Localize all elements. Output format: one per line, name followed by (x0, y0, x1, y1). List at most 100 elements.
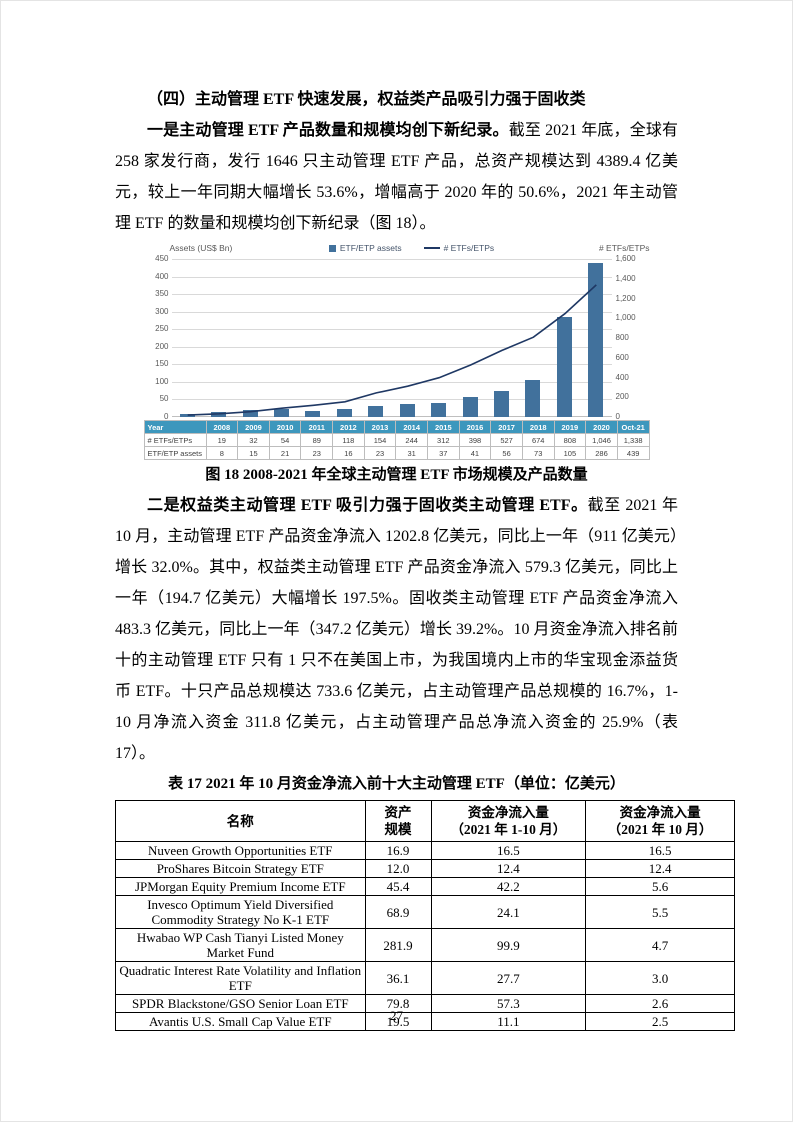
year-cell: 2016 (458, 420, 492, 434)
bar-2016 (431, 402, 447, 417)
year-cell: 2019 (553, 420, 587, 434)
bar-slot (266, 259, 297, 417)
left-axis-title: Assets (US$ Bn) (169, 243, 233, 253)
series-value-cell: 105 (553, 446, 587, 460)
text-segment: 一是主动管理 ETF 产品数量和规模均创下新纪录。 (147, 122, 509, 139)
series-value-cell: 37 (426, 446, 460, 460)
chart-table-row: ETF/ETP assets 8 15 21 23 16 23 31 37 41 56 73 105 28… (143, 446, 650, 460)
value-cell: 27.7 (430, 961, 587, 995)
bar-series (172, 259, 612, 417)
header-cell: 资金净流入量 （2021 年 1-10 月） (430, 800, 587, 842)
bar-2013 (336, 408, 352, 417)
value-cell: 16.5 (430, 841, 587, 860)
bar-2020 (556, 316, 572, 417)
table-caption: 表 17 2021 年 10 月资金净流入前十大主动管理 ETF（单位：亿美元） (168, 776, 625, 792)
bar-2010 (242, 409, 258, 417)
series-value-cell: 244 (395, 433, 428, 447)
etf-count-line (187, 284, 597, 416)
series-value-cell: 439 (616, 446, 650, 460)
series-label-cell: ETF/ETP assets (143, 446, 207, 460)
series-value-cell: 1,338 (616, 433, 650, 447)
table-row: Nuveen Growth Opportunities ETF 16.9 16.5 1… (115, 841, 735, 860)
bar-2008 (179, 414, 195, 417)
bar-2014 (368, 406, 384, 417)
top-etf-table: 名称 资产 规模 资金净流入量 （2021 年 1-10 月） 资金净流入量 （2021 年… (115, 800, 735, 1031)
legend-item-count: # ETFs/ETPs (423, 243, 495, 253)
series-value-cell: 8 (205, 446, 239, 460)
text-segment: 截至 2021 年 10 月，主动管理 ETF 产品资金净流入 1202.8 亿… (115, 497, 678, 762)
right-axis-ticks: 0 200 400 600 800 1,000 1,200 1,400 1,600 (612, 254, 650, 421)
right-axis-tick: 1,600 (615, 254, 636, 263)
series-value-cell: 808 (553, 433, 587, 447)
etf-name-cell: Quadratic Interest Rate Volatility and I… (115, 961, 366, 995)
left-axis-tick: 0 (164, 412, 169, 421)
value-cell: 68.9 (364, 895, 432, 929)
bar-2015 (399, 404, 415, 417)
bar-slot (360, 259, 391, 417)
series-value-cell: 19 (205, 433, 239, 447)
value-cell: 3.0 (585, 961, 735, 995)
year-cell: Oct-21 (616, 420, 650, 434)
series-value-cell: 56 (490, 446, 523, 460)
table-header-row: 名称 资产 规模 资金净流入量 （2021 年 1-10 月） 资金净流入量 （2021 年… (115, 800, 735, 842)
paragraph-flows: 二是权益类主动管理 ETF 吸引力强于固收类主动管理 ETF。截至 2021 年… (115, 490, 678, 769)
paragraph-record: 一是主动管理 ETF 产品数量和规模均创下新纪录。截至 2021 年底，全球有 … (115, 115, 678, 239)
table-row: JPMorgan Equity Premium Income ETF 45.4 42… (115, 877, 735, 896)
bar-slot (172, 259, 203, 417)
right-axis-tick: 1,400 (615, 273, 636, 283)
value-cell: 12.0 (364, 859, 432, 878)
gridline (171, 311, 612, 313)
right-axis-tick: 1,000 (615, 313, 636, 323)
value-cell: 45.4 (364, 877, 432, 896)
bar-2017 (462, 397, 478, 417)
bar-Oct-21 (588, 262, 604, 417)
etf-name-cell: ProShares Bitcoin Strategy ETF (115, 859, 366, 878)
bar-slot (297, 259, 328, 417)
series-value-cell: 32 (237, 433, 270, 447)
legend-label-count: # ETFs/ETPs (443, 243, 495, 253)
bar-2018 (493, 391, 509, 417)
bar-series-swatch-icon (328, 244, 336, 252)
value-cell: 11.1 (430, 1012, 587, 1031)
year-cell: 2010 (268, 420, 302, 434)
left-axis-tick: 350 (155, 289, 169, 299)
right-axis-tick: 1,200 (615, 293, 636, 303)
gridline (171, 329, 612, 331)
bar-slot (517, 259, 548, 417)
value-cell: 12.4 (430, 859, 587, 878)
series-value-cell: 1,046 (585, 433, 618, 447)
left-axis-tick: 450 (155, 254, 169, 263)
etf-name-cell: Hwabao WP Cash Tianyi Listed Money Marke… (115, 928, 366, 962)
table-row: Hwabao WP Cash Tianyi Listed Money Marke… (115, 928, 735, 962)
year-header-cell: Year (143, 420, 207, 434)
series-value-cell: 89 (300, 433, 334, 447)
left-axis-tick: 300 (155, 306, 169, 316)
series-value-cell: 31 (395, 446, 428, 460)
bar-2019 (525, 380, 541, 417)
etf-name-cell: Nuveen Growth Opportunities ETF (115, 841, 366, 860)
right-axis-title: # ETFs/ETPs (598, 243, 650, 253)
etf-name-cell: Avantis U.S. Small Cap Value ETF (115, 1012, 366, 1031)
gridline (171, 416, 612, 417)
left-axis-tick: 400 (155, 271, 169, 281)
table-row: ProShares Bitcoin Strategy ETF 12.0 12.4 12… (115, 859, 735, 878)
gridline (171, 294, 612, 296)
year-cell: 2012 (332, 420, 365, 434)
bar-2012 (305, 411, 321, 417)
series-value-cell: 41 (458, 446, 492, 460)
gridline (171, 276, 612, 278)
year-cell: 2018 (521, 420, 555, 434)
etf-growth-chart: Assets (US$ Bn) ETF/ETP assets # ETFs/ET… (143, 243, 650, 460)
bar-slot (454, 259, 485, 417)
etf-name-cell: JPMorgan Equity Premium Income ETF (115, 877, 366, 896)
right-axis-tick: 400 (615, 372, 629, 382)
right-axis-tick: 0 (615, 412, 620, 421)
chart-table-row: # ETFs/ETPs 19 32 54 89 118 154 244 312 398 527 674… (143, 433, 650, 447)
series-value-cell: 54 (268, 433, 302, 447)
bar-slot (391, 259, 422, 417)
series-value-cell: 674 (521, 433, 555, 447)
value-cell: 4.7 (585, 928, 735, 962)
chart-data-table: Year 2008 2009 2010 2011 2012 2013 2014 2015 2016… (143, 420, 650, 460)
value-cell: 42.2 (430, 877, 587, 896)
